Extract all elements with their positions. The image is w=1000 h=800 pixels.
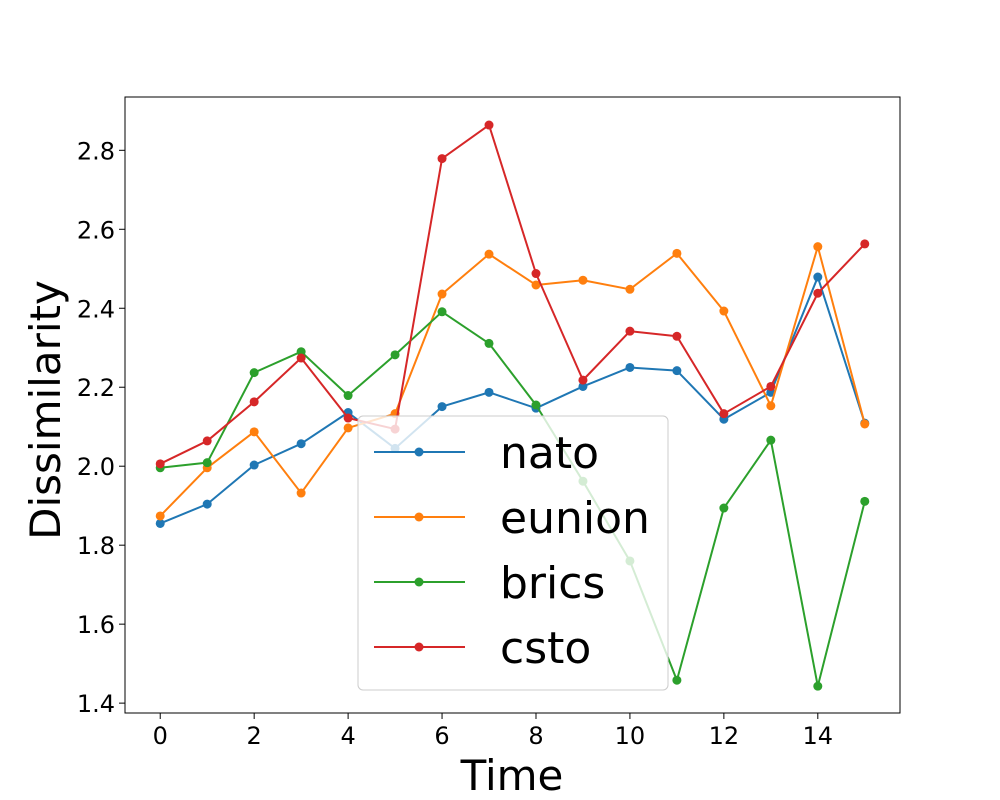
data-point-brics xyxy=(531,400,541,410)
data-point-csto xyxy=(531,269,541,279)
data-point-eunion xyxy=(813,242,823,252)
series-line-csto xyxy=(159,124,866,465)
data-point-nato xyxy=(813,272,823,282)
y-tick-label: 1.6 xyxy=(77,611,115,639)
data-point-csto xyxy=(578,375,588,385)
legend-item-eunion: eunion xyxy=(374,493,650,544)
data-point-brics xyxy=(437,307,447,317)
legend: nato eunion brics csto xyxy=(357,415,669,691)
data-point-nato xyxy=(155,518,165,528)
data-point-nato xyxy=(625,362,635,372)
data-point-csto xyxy=(625,326,635,336)
legend-box xyxy=(357,415,669,691)
y-tick-label: 2.4 xyxy=(77,295,115,323)
y-tick-label: 1.4 xyxy=(77,690,115,718)
data-point-nato xyxy=(202,499,212,509)
data-point-brics xyxy=(766,435,776,445)
data-point-nato xyxy=(249,460,259,470)
plot-frame xyxy=(124,96,901,714)
series-csto xyxy=(155,120,870,469)
y-axis-ticks: 1.4 1.6 1.8 2.0 2.2 2.4 2.6 2.8 xyxy=(77,137,125,718)
data-point-csto xyxy=(155,459,165,469)
y-tick-label: 1.8 xyxy=(77,532,115,560)
data-point-csto xyxy=(437,154,447,164)
series-line-eunion xyxy=(159,245,866,517)
legend-marker xyxy=(414,447,424,457)
legend-label: nato xyxy=(500,428,599,479)
data-point-csto xyxy=(202,436,212,446)
legend-label: csto xyxy=(500,623,591,674)
y-tick-label: 2.8 xyxy=(77,137,115,165)
x-tick-label: 10 xyxy=(615,722,646,750)
x-tick-label: 8 xyxy=(528,722,543,750)
x-tick-label: 2 xyxy=(247,722,262,750)
y-axis-label: Dissimilarity xyxy=(21,280,70,540)
x-axis-ticks: 0 2 4 6 8 10 12 14 xyxy=(153,713,833,750)
legend-item-brics: brics xyxy=(374,558,605,609)
data-point-nato xyxy=(578,381,588,391)
data-point-nato xyxy=(672,366,682,376)
data-point-brics xyxy=(672,675,682,685)
data-point-eunion xyxy=(343,423,353,433)
data-point-eunion xyxy=(437,289,447,299)
data-point-brics xyxy=(719,503,729,513)
x-tick-label: 0 xyxy=(153,722,168,750)
x-tick-label: 14 xyxy=(803,722,834,750)
y-tick-label: 2.2 xyxy=(77,374,115,402)
x-tick-label: 12 xyxy=(709,722,740,750)
data-point-eunion xyxy=(531,280,541,290)
data-point-brics xyxy=(249,368,259,378)
x-tick-label: 6 xyxy=(434,722,449,750)
legend-label: brics xyxy=(500,558,605,609)
data-point-brics xyxy=(860,496,870,506)
y-tick-label: 2.6 xyxy=(77,216,115,244)
data-point-nato xyxy=(437,402,447,412)
data-point-eunion xyxy=(249,427,259,437)
legend-marker xyxy=(414,512,424,522)
y-tick-label: 2.0 xyxy=(77,453,115,481)
data-point-brics xyxy=(390,350,400,360)
data-point-nato xyxy=(484,387,494,397)
data-point-eunion xyxy=(155,511,165,521)
data-point-eunion xyxy=(625,284,635,294)
data-point-nato xyxy=(296,439,306,449)
data-point-brics xyxy=(296,347,306,357)
series-line-brics xyxy=(160,310,866,688)
data-point-csto xyxy=(343,413,353,423)
data-point-eunion xyxy=(766,401,776,411)
data-point-brics xyxy=(343,391,353,401)
legend-item-csto: csto xyxy=(374,623,591,674)
data-point-csto xyxy=(813,288,823,298)
data-point-eunion xyxy=(296,488,306,498)
data-point-csto xyxy=(484,120,494,130)
legend-marker xyxy=(414,577,424,587)
data-point-eunion xyxy=(672,248,682,258)
data-point-csto xyxy=(672,331,682,341)
x-tick-label: 4 xyxy=(340,722,355,750)
data-point-eunion xyxy=(719,306,729,316)
data-point-eunion xyxy=(860,419,870,429)
data-point-csto xyxy=(296,353,306,363)
data-point-csto xyxy=(860,239,870,249)
legend-label: eunion xyxy=(500,493,650,544)
data-point-brics xyxy=(484,338,494,348)
legend-item-nato: nato xyxy=(374,428,599,479)
x-axis-label: Time xyxy=(460,751,564,800)
data-point-csto xyxy=(249,397,259,407)
data-point-brics xyxy=(202,458,212,468)
series-line-nato xyxy=(159,276,866,525)
legend-marker xyxy=(414,642,424,652)
data-point-csto xyxy=(719,409,729,419)
data-point-brics xyxy=(813,681,823,691)
data-point-eunion xyxy=(484,249,494,259)
data-point-eunion xyxy=(578,275,588,285)
data-point-csto xyxy=(766,381,776,391)
